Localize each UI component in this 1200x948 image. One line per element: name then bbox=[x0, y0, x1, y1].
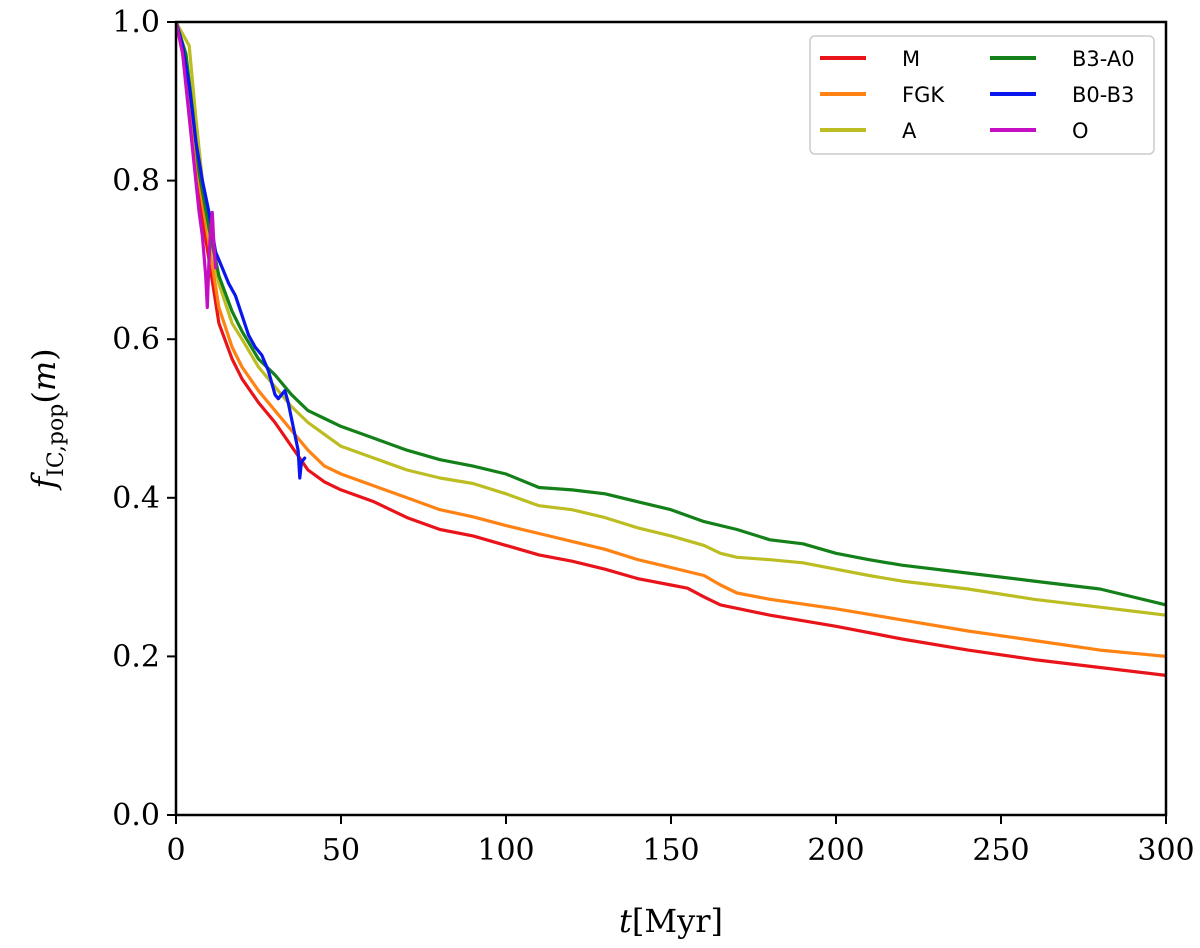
y-tick-label: 0.6 bbox=[112, 322, 160, 357]
x-tick-label: 300 bbox=[1137, 833, 1194, 868]
y-axis-label-sub: IC,pop bbox=[44, 404, 69, 477]
legend-box bbox=[809, 35, 1155, 155]
axes: 0 50 100 150 200 250 300 0.0 0.2 0.4 0.6 0.8 1.0 t[My… bbox=[25, 5, 1195, 940]
series-group bbox=[176, 22, 1166, 677]
x-axis-label: t[Myr] bbox=[619, 902, 723, 940]
y-axis-label-paren-open: ( bbox=[25, 391, 63, 403]
x-axis-label-unit: [Myr] bbox=[632, 902, 723, 940]
y-tick-label: 0.4 bbox=[112, 481, 160, 516]
x-tick-label: 100 bbox=[477, 833, 534, 868]
y-axis-label: fIC,pop(m) bbox=[25, 348, 69, 490]
y-axis-label-arg: m bbox=[25, 361, 63, 391]
x-tick-label: 250 bbox=[972, 833, 1029, 868]
y-tick-label: 0.2 bbox=[112, 639, 160, 674]
series-line-a bbox=[176, 22, 1166, 617]
legend-label-fgk: FGK bbox=[902, 83, 945, 107]
series-line-b3-a0 bbox=[176, 22, 1166, 607]
legend-label-m: M bbox=[902, 47, 920, 71]
x-tick-label: 200 bbox=[807, 833, 864, 868]
legend: M FGK A B3-A0 B0-B3 O bbox=[809, 35, 1155, 155]
legend-label-b0-b3: B0-B3 bbox=[1072, 83, 1134, 107]
series-line-b0-b3 bbox=[176, 22, 307, 480]
series-line-m bbox=[176, 22, 1166, 677]
plot-area bbox=[176, 22, 1166, 677]
x-tick-label: 150 bbox=[642, 833, 699, 868]
x-axis-label-var: t bbox=[619, 902, 632, 940]
y-tick-label: 1.0 bbox=[112, 5, 160, 40]
x-tick-label: 50 bbox=[322, 833, 360, 868]
y-axis-label-paren-close: ) bbox=[25, 348, 63, 360]
legend-label-a: A bbox=[902, 119, 917, 143]
series-line-o bbox=[176, 22, 218, 310]
y-tick-label: 0.0 bbox=[112, 798, 160, 833]
legend-label-o: O bbox=[1072, 119, 1089, 143]
x-tick-label: 0 bbox=[166, 833, 185, 868]
series-line-fgk bbox=[176, 22, 1166, 658]
y-tick-label: 0.8 bbox=[112, 164, 160, 199]
legend-label-b3-a0: B3-A0 bbox=[1072, 47, 1135, 71]
